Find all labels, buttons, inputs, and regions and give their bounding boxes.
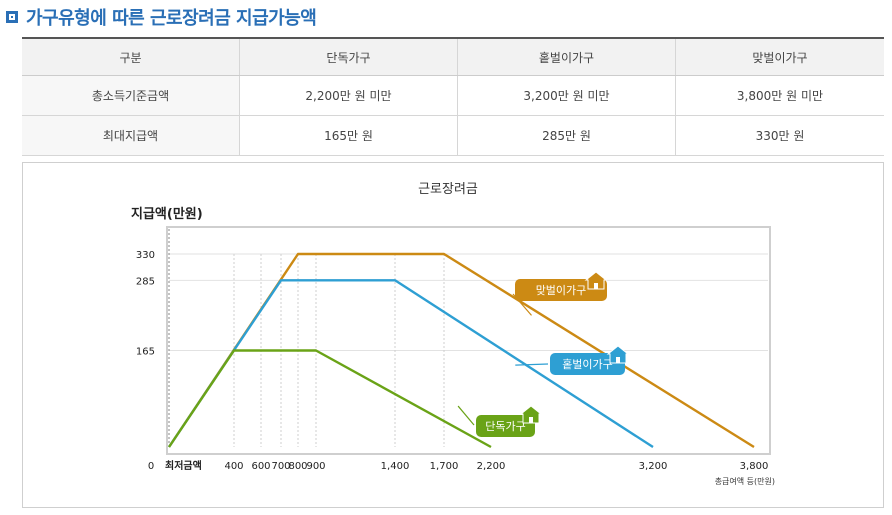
table-cell: 2,200만 원 미만	[239, 75, 458, 116]
series-group	[168, 252, 755, 449]
section-header: 가구유형에 따른 근로장려금 지급가능액	[6, 4, 317, 30]
table-header-cell: 구분	[22, 37, 240, 76]
table-cell: 3,200만 원 미만	[457, 75, 676, 116]
chart-title: 근로장려금	[418, 182, 478, 197]
x-axis-min-wage-label: 최저금액	[165, 459, 202, 472]
table-header-cell: 맞벌이가구	[675, 37, 884, 76]
series-line	[168, 349, 492, 449]
table-header-row: 구분 단독가구 홑벌이가구 맞벌이가구	[22, 37, 884, 76]
series-label-text: 홑벌이가구	[562, 358, 613, 371]
x-tick-label: 0	[148, 461, 154, 472]
series-label-text: 맞벌이가구	[536, 284, 587, 297]
y-tick-label: 285	[136, 276, 155, 287]
callout-connector	[515, 363, 549, 366]
house-door	[594, 283, 598, 289]
series-label-text: 단독가구	[485, 420, 525, 433]
square-bullet-icon	[6, 11, 18, 23]
x-tick-label: 700	[271, 461, 290, 472]
table-cell: 285만 원	[457, 115, 676, 156]
table-header-cell: 단독가구	[239, 37, 458, 76]
chart-x-label: 총급여액 등(만원)	[715, 476, 775, 486]
table-cell: 총소득기준금액	[22, 75, 240, 116]
table-header-cell: 홑벌이가구	[457, 37, 676, 76]
x-tick-label: 3,800	[740, 461, 769, 472]
y-tick-label: 330	[136, 250, 155, 261]
house-icon	[584, 271, 608, 290]
chart-y-label: 지급액(만원)	[131, 206, 203, 222]
series-label-badge	[476, 415, 535, 437]
page-title: 가구유형에 따른 근로장려금 지급가능액	[26, 8, 317, 29]
house-door	[616, 357, 620, 363]
info-table: 구분 단독가구 홑벌이가구 맞벌이가구 총소득기준금액 2,200만 원 미만 …	[22, 37, 884, 156]
table-row: 최대지급액 165만 원 285만 원 330만 원	[22, 115, 884, 156]
x-tick-label: 400	[224, 461, 243, 472]
table-cell: 165만 원	[239, 115, 458, 156]
series-label-badge	[515, 279, 607, 301]
house-icon	[519, 405, 543, 424]
x-tick-label: 800	[288, 461, 307, 472]
table-row: 총소득기준금액 2,200만 원 미만 3,200만 원 미만 3,800만 원…	[22, 75, 884, 116]
house-door	[529, 417, 533, 423]
y-tick-label: 165	[136, 347, 155, 358]
chart-container: 근로장려금 지급액(만원) 0 400 600 700 800 900 1,400 1,700…	[22, 162, 884, 508]
x-tick-label: 1,400	[381, 461, 410, 472]
x-tick-label: 3,200	[639, 461, 668, 472]
x-tick-label: 1,700	[430, 461, 459, 472]
plot-area	[166, 226, 771, 455]
table-cell: 최대지급액	[22, 115, 240, 156]
house-icon	[606, 345, 630, 364]
table-cell: 330만 원	[675, 115, 884, 156]
x-tick-label: 2,200	[477, 461, 506, 472]
series-label-badge	[550, 353, 625, 375]
x-tick-label: 600	[251, 461, 270, 472]
table-cell: 3,800만 원 미만	[675, 75, 884, 116]
callout-connector	[457, 405, 475, 426]
x-tick-label: 900	[306, 461, 325, 472]
